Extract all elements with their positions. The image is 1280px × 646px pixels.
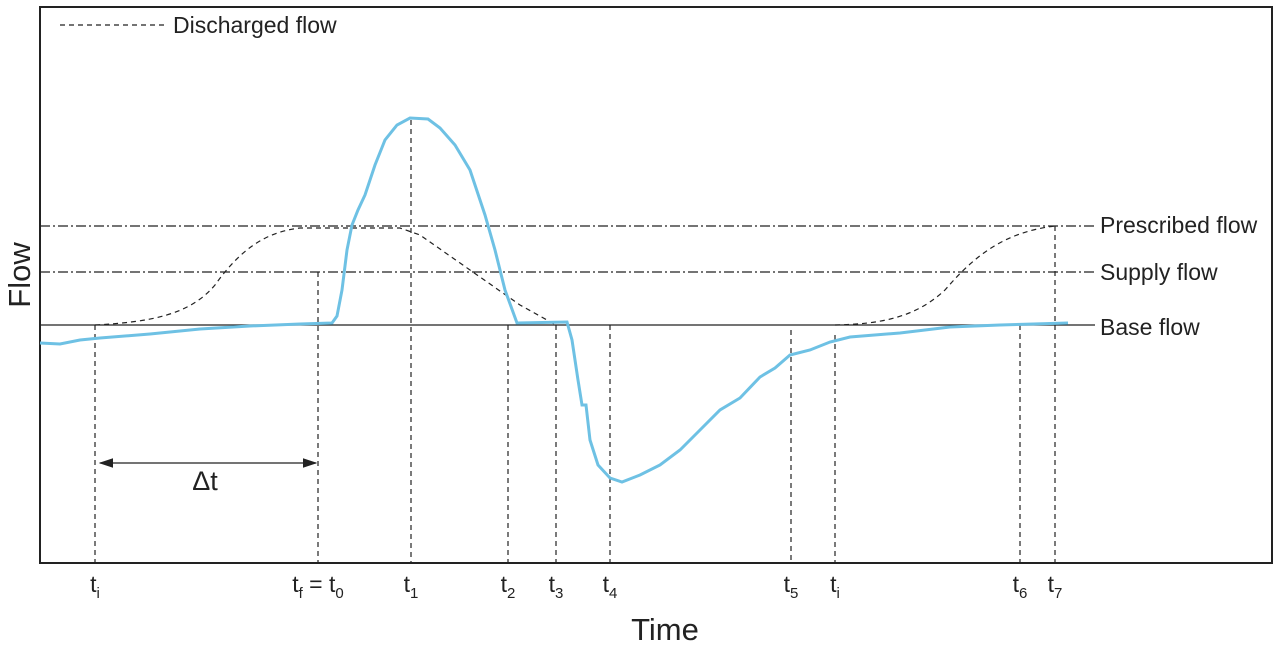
subscript: i — [837, 585, 840, 602]
symbol: = t — [303, 571, 336, 597]
time-mark-label: t2 — [501, 571, 516, 602]
symbol: t — [501, 571, 508, 597]
subscript: i — [97, 585, 100, 602]
symbol: t — [830, 571, 837, 597]
time-mark-label: t5 — [784, 571, 799, 602]
subscript: 6 — [1019, 585, 1027, 602]
subscript: 4 — [609, 585, 617, 602]
frame — [39, 6, 1273, 564]
level-label: Prescribed flow — [1100, 212, 1258, 238]
discharged-curve — [94, 227, 557, 326]
time-marks: ti tf = t0 t1 t2 t3 t4 t5 ti t6 t7 — [90, 571, 1062, 602]
legend-label: Discharged flow — [173, 12, 337, 38]
subscript: 5 — [790, 585, 798, 602]
interval-label: Δt — [192, 466, 218, 496]
symbol: t — [1048, 571, 1055, 597]
time-mark-label: ti — [830, 571, 840, 602]
level-label: Base flow — [1100, 314, 1200, 340]
symbol: t — [784, 571, 791, 597]
symbol: t — [292, 571, 299, 597]
subscript: 2 — [507, 585, 515, 602]
time-mark-label: t4 — [603, 571, 618, 602]
symbol: t — [90, 571, 97, 597]
subscript: 1 — [410, 585, 418, 602]
flow-curve — [39, 116, 1069, 484]
time-mark-label: t6 — [1013, 571, 1028, 602]
time-mark-label: ti — [90, 571, 100, 602]
time-mark-label: t3 — [549, 571, 564, 602]
symbol: t — [404, 571, 411, 597]
time-mark-label: t7 — [1048, 571, 1063, 602]
symbol: t — [549, 571, 556, 597]
time-verticals — [94, 120, 1056, 563]
level-label: Supply flow — [1100, 259, 1218, 285]
subscript: f — [299, 585, 304, 602]
symbol: t — [1013, 571, 1020, 597]
time-mark-label: tf = t0 — [292, 571, 344, 602]
y-axis-label: Flow — [2, 242, 37, 308]
discharged-curve — [834, 225, 1056, 326]
subscript: 0 — [335, 585, 343, 602]
time-mark-label: t1 — [404, 571, 419, 602]
subscript: 3 — [555, 585, 563, 602]
symbol: t — [603, 571, 610, 597]
subscript: 7 — [1054, 585, 1062, 602]
x-axis-label: Time — [631, 612, 699, 646]
